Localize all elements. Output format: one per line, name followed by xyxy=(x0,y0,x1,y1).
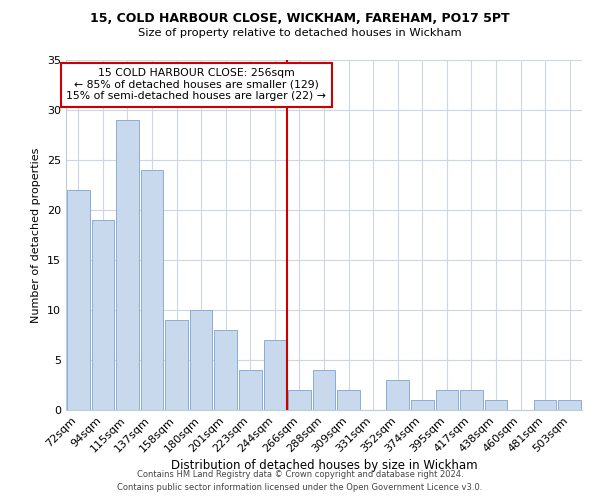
Bar xyxy=(116,120,139,410)
Bar xyxy=(239,370,262,410)
Bar xyxy=(165,320,188,410)
Bar xyxy=(386,380,409,410)
Bar xyxy=(190,310,212,410)
Bar xyxy=(559,400,581,410)
Bar xyxy=(313,370,335,410)
Bar xyxy=(534,400,556,410)
Bar xyxy=(67,190,89,410)
Bar xyxy=(460,390,483,410)
Text: Contains HM Land Registry data © Crown copyright and database right 2024.: Contains HM Land Registry data © Crown c… xyxy=(137,470,463,479)
Text: Size of property relative to detached houses in Wickham: Size of property relative to detached ho… xyxy=(138,28,462,38)
Bar xyxy=(214,330,237,410)
Bar xyxy=(485,400,508,410)
Text: 15 COLD HARBOUR CLOSE: 256sqm
← 85% of detached houses are smaller (129)
15% of : 15 COLD HARBOUR CLOSE: 256sqm ← 85% of d… xyxy=(66,68,326,101)
Bar xyxy=(436,390,458,410)
X-axis label: Distribution of detached houses by size in Wickham: Distribution of detached houses by size … xyxy=(170,460,478,472)
Text: 15, COLD HARBOUR CLOSE, WICKHAM, FAREHAM, PO17 5PT: 15, COLD HARBOUR CLOSE, WICKHAM, FAREHAM… xyxy=(90,12,510,26)
Bar xyxy=(288,390,311,410)
Bar xyxy=(263,340,286,410)
Bar xyxy=(337,390,360,410)
Bar xyxy=(411,400,434,410)
Text: Contains public sector information licensed under the Open Government Licence v3: Contains public sector information licen… xyxy=(118,484,482,492)
Y-axis label: Number of detached properties: Number of detached properties xyxy=(31,148,41,322)
Bar xyxy=(92,220,114,410)
Bar xyxy=(140,170,163,410)
